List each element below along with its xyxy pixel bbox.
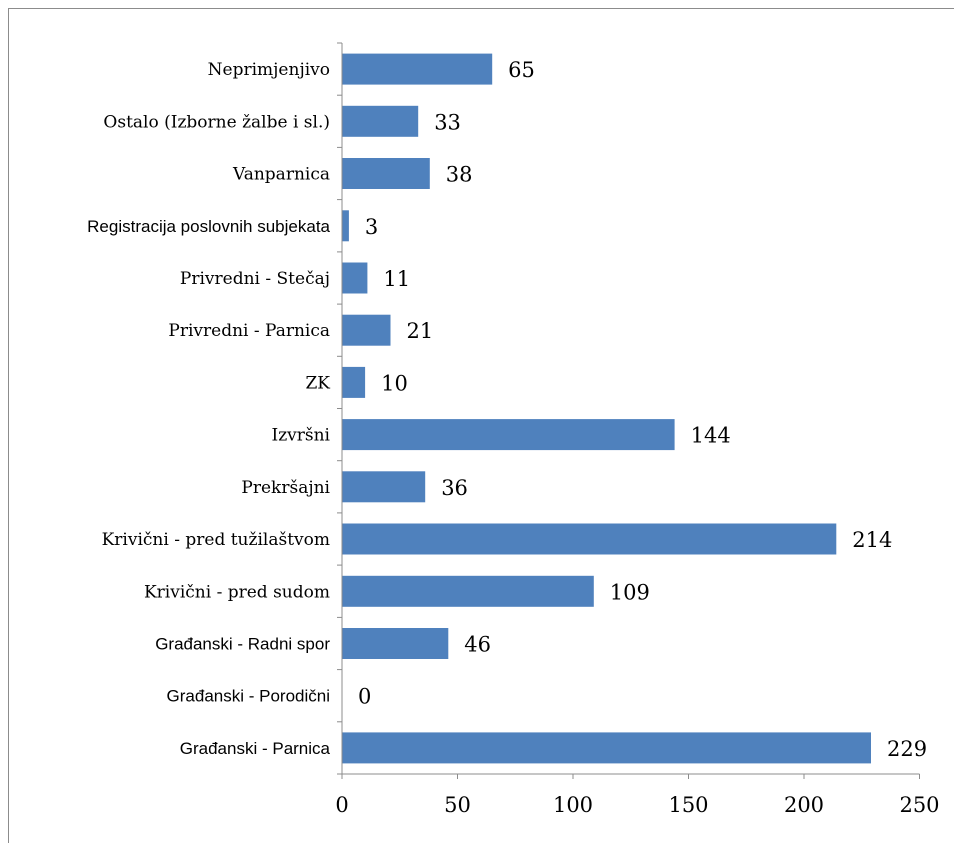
category-label-gradanski-radni-spor: Građanski - Radni spor <box>155 635 330 654</box>
bar-gradanski-radni-spor <box>342 628 449 659</box>
value-label-vanparnica: 38 <box>446 163 473 187</box>
bar-privredni-parnica <box>342 314 391 346</box>
bar-zk <box>342 366 366 398</box>
value-label-krivicni-pred-tuzilastvom: 214 <box>852 528 892 552</box>
x-tick-label-250: 250 <box>899 793 939 817</box>
category-label-gradanski-parnica: Građanski - Parnica <box>180 739 331 758</box>
category-label-privredni-stecaj: Privredni - Stečaj <box>180 269 330 289</box>
category-label-registracija-poslovnih-subjekata: Registracija poslovnih subjekata <box>87 217 330 236</box>
x-tick-label-50: 50 <box>444 793 471 817</box>
bar-chart: 65 33 38 3 11 21 10 144 36 214 109 46 0 229 Neprimjen… <box>87 42 940 817</box>
category-label-vanparnica: Vanparnica <box>232 165 330 185</box>
category-label-privredni-parnica: Privredni - Parnica <box>168 321 330 341</box>
bar-neprimjenjivo <box>342 53 493 85</box>
bar-krivicni-pred-tuzilastvom <box>342 523 837 555</box>
category-label-ostalo-izborne-zalbe-i-sl: Ostalo (Izborne žalbe i sl.) <box>103 112 330 132</box>
chart-frame: 65 33 38 3 11 21 10 144 36 214 109 46 0 229 Neprimjen… <box>8 8 954 843</box>
category-label-krivicni-pred-sudom: Krivični - pred sudom <box>144 582 330 602</box>
value-label-krivicni-pred-sudom: 109 <box>610 580 650 604</box>
value-label-gradanski-parnica: 229 <box>887 737 927 761</box>
bar-prekrsajni <box>342 471 426 503</box>
x-tick-label-100: 100 <box>553 793 593 817</box>
x-tick-label-0: 0 <box>335 793 348 817</box>
bar-registracija-poslovnih-subjekata <box>342 210 349 242</box>
value-label-gradanski-porodicni: 0 <box>358 685 371 709</box>
x-tick-label-200: 200 <box>784 793 824 817</box>
category-label-prekrsajni: Prekršajni <box>241 478 330 498</box>
category-label-krivicni-pred-tuzilastvom: Krivični - pred tužilaštvom <box>102 530 330 550</box>
value-label-izvrsni: 144 <box>691 424 731 448</box>
axis-layer <box>337 42 920 779</box>
category-label-zk: ZK <box>305 373 330 393</box>
bar-krivicni-pred-sudom <box>342 575 594 607</box>
value-labels-layer: 65 33 38 3 11 21 10 144 36 214 109 46 0 229 <box>358 58 927 761</box>
bar-privredni-stecaj <box>342 262 368 294</box>
value-label-neprimjenjivo: 65 <box>508 58 535 82</box>
category-label-gradanski-porodicni: Građanski - Porodični <box>167 687 330 706</box>
category-label-izvrsni: Izvršni <box>271 426 330 446</box>
x-tick-label-150: 150 <box>668 793 708 817</box>
value-label-prekrsajni: 36 <box>441 476 468 500</box>
bars-layer <box>342 53 871 764</box>
value-label-privredni-stecaj: 11 <box>383 267 410 291</box>
bar-ostalo-izborne-zalbe-i-sl <box>342 105 419 137</box>
tick-labels-layer: 0 50 100 150 200 250 <box>335 793 939 817</box>
category-labels-layer: Neprimjenjivo Ostalo (Izborne žalbe i sl.… <box>87 60 330 758</box>
bar-izvrsni <box>342 419 675 451</box>
value-label-privredni-parnica: 21 <box>407 319 434 343</box>
value-label-gradanski-radni-spor: 46 <box>464 633 491 657</box>
bar-gradanski-parnica <box>342 732 871 764</box>
value-label-zk: 10 <box>381 371 408 395</box>
bar-vanparnica <box>342 158 430 189</box>
value-label-registracija-poslovnih-subjekata: 3 <box>365 215 378 239</box>
category-label-neprimjenjivo: Neprimjenjivo <box>208 60 330 80</box>
value-label-ostalo-izborne-zalbe-i-sl: 33 <box>434 110 461 134</box>
